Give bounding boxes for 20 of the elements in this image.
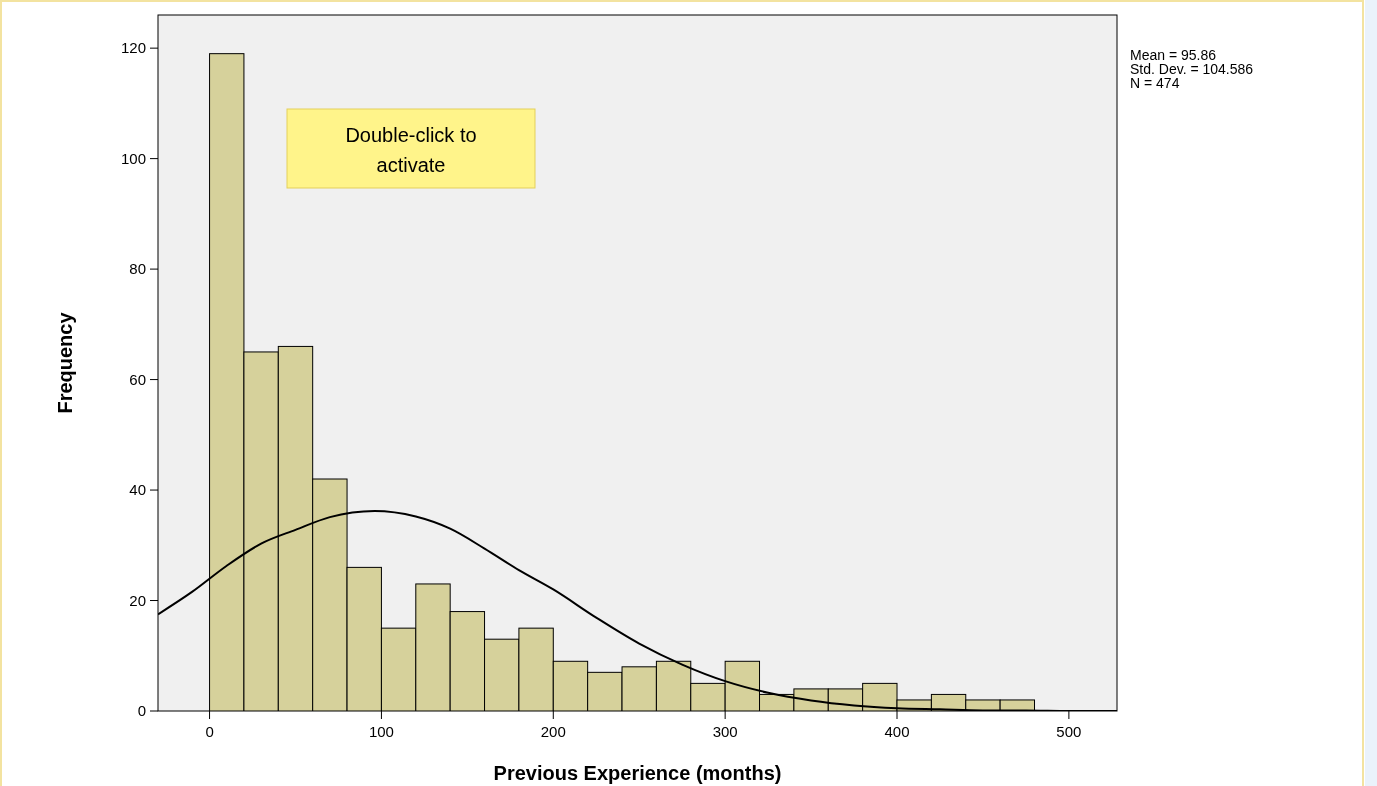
- y-tick-label: 60: [129, 370, 146, 388]
- note-box: Double-click to activate: [286, 108, 536, 189]
- y-axis-title: Frequency: [54, 311, 76, 414]
- x-tick-label: 200: [540, 723, 566, 740]
- y-tick-label: 100: [120, 149, 146, 167]
- y-tick-label: 40: [129, 481, 146, 499]
- x-tick-label: 100: [368, 723, 394, 740]
- x-tick-label: 500: [1056, 723, 1082, 740]
- x-tick-label: 400: [884, 723, 910, 740]
- x-tick-label: 300: [712, 723, 738, 740]
- y-tick-label: 20: [129, 591, 146, 609]
- annotation: Double-click to activate: [345, 124, 477, 176]
- y-tick-label: 120: [120, 39, 146, 57]
- text: Std. Dev. = 104.586: [1130, 61, 1254, 77]
- x-tick-label: 0: [205, 723, 214, 740]
- y-tick-label: 80: [129, 260, 146, 278]
- y-tick-label: 0: [137, 702, 146, 720]
- text: N = 474: [1130, 75, 1180, 91]
- x-axis-title: Previous Experience (months): [493, 762, 782, 784]
- text: Mean = 95.86: [1130, 47, 1217, 63]
